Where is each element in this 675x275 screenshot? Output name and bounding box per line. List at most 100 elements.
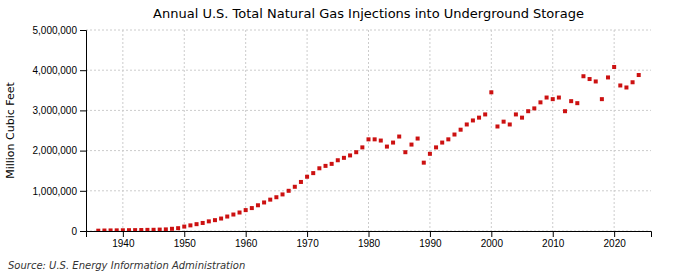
- grid-line: [245, 30, 246, 231]
- point: [631, 80, 635, 84]
- point: [440, 141, 444, 145]
- annotation: Source: U.S. Energy Information Administ…: [8, 260, 245, 271]
- point: [409, 143, 413, 147]
- point: [281, 192, 285, 196]
- point: [624, 85, 628, 89]
- point: [532, 106, 536, 110]
- point: [514, 112, 518, 116]
- tick-label: 1950: [174, 238, 197, 249]
- point: [342, 156, 346, 160]
- tick: 1970: [296, 231, 319, 249]
- point: [526, 109, 530, 113]
- tick-label: 2010: [542, 238, 565, 249]
- point: [176, 226, 180, 230]
- chart: 19401950196019701980199020002010202001,0…: [0, 0, 675, 275]
- tick-mark: [80, 151, 86, 152]
- point: [563, 109, 567, 113]
- tick: 4,000,000: [33, 65, 87, 76]
- point: [102, 229, 106, 231]
- tick: 0: [71, 226, 86, 237]
- point: [391, 141, 395, 145]
- point: [452, 133, 456, 137]
- point: [545, 96, 549, 100]
- tick-mark: [80, 231, 86, 232]
- point: [538, 100, 542, 104]
- point: [465, 122, 469, 126]
- point: [618, 83, 622, 87]
- point: [489, 90, 493, 94]
- point: [403, 150, 407, 154]
- point: [293, 185, 297, 189]
- tick-label: 5,000,000: [33, 25, 78, 36]
- point: [299, 180, 303, 184]
- point: [219, 217, 223, 221]
- grid-line: [429, 30, 430, 231]
- point: [225, 215, 229, 219]
- points: [96, 65, 640, 231]
- point: [575, 101, 579, 105]
- point: [594, 79, 598, 83]
- point: [201, 221, 205, 225]
- point: [360, 145, 364, 149]
- tick: 1960: [235, 231, 258, 249]
- grid-line: [368, 30, 369, 231]
- point: [551, 97, 555, 101]
- point: [385, 145, 389, 149]
- tick-label: 1,000,000: [33, 186, 78, 197]
- tick-mark: [123, 231, 124, 237]
- grid-line: [122, 30, 123, 231]
- point: [109, 228, 113, 231]
- tick-mark: [430, 231, 431, 237]
- point: [336, 158, 340, 162]
- tick-mark: [614, 231, 615, 237]
- grid-line: [614, 30, 615, 231]
- tick: 2000: [481, 231, 504, 249]
- point: [422, 161, 426, 165]
- tick: 1980: [358, 231, 381, 249]
- tick-label: 2,000,000: [33, 145, 78, 156]
- point: [508, 122, 512, 126]
- tick: 1,000,000: [33, 186, 87, 197]
- tick-label: 1990: [419, 238, 442, 249]
- point: [373, 137, 377, 141]
- point: [96, 229, 100, 231]
- tick-label: 2000: [481, 238, 504, 249]
- point: [330, 162, 334, 166]
- tick: 2,000,000: [33, 145, 87, 156]
- point: [397, 135, 401, 139]
- point: [145, 228, 149, 231]
- tick-mark: [80, 110, 86, 111]
- tick-mark: [553, 231, 554, 237]
- tick-label: 1940: [112, 238, 135, 249]
- tick: 2010: [542, 231, 565, 249]
- tick-mark: [80, 30, 86, 31]
- point: [250, 206, 254, 210]
- tick-mark: [491, 231, 492, 237]
- axis-line: [87, 232, 652, 238]
- point: [557, 96, 561, 100]
- point: [213, 218, 217, 222]
- point: [588, 77, 592, 81]
- point: [158, 228, 162, 231]
- point: [121, 228, 125, 231]
- grid-line: [184, 30, 185, 231]
- tick-mark: [80, 191, 86, 192]
- tick-mark: [246, 231, 247, 237]
- point: [305, 175, 309, 179]
- point: [164, 227, 168, 231]
- point: [324, 164, 328, 168]
- point: [238, 211, 242, 215]
- point: [495, 124, 499, 128]
- tick-mark: [369, 231, 370, 237]
- grid-line: [491, 30, 492, 231]
- point: [459, 128, 463, 132]
- point: [428, 152, 432, 156]
- point: [471, 118, 475, 122]
- point: [244, 208, 248, 212]
- point: [569, 99, 573, 103]
- point: [268, 198, 272, 202]
- point: [262, 200, 266, 204]
- point: [581, 74, 585, 78]
- point: [195, 222, 199, 226]
- title: Annual U.S. Total Natural Gas Injections…: [153, 6, 584, 21]
